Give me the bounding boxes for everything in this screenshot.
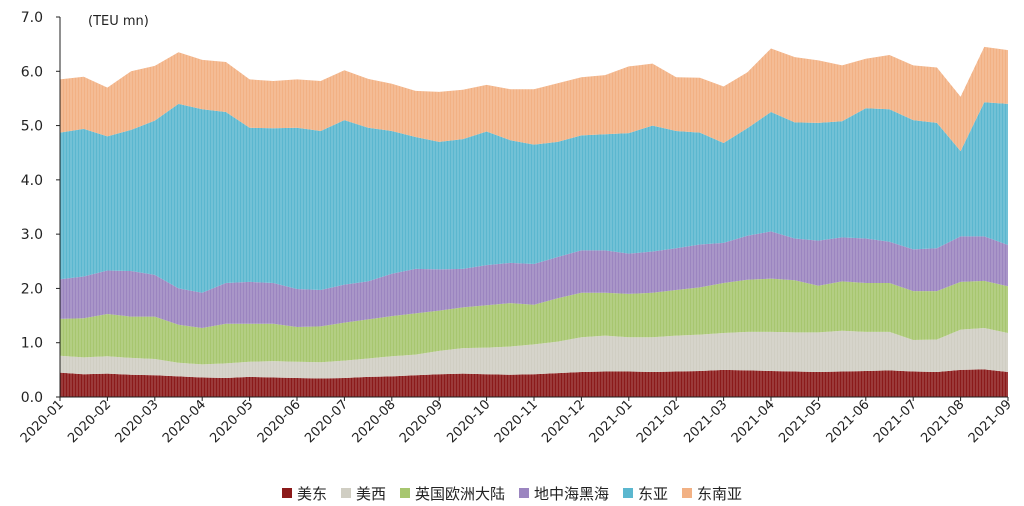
x-tick-label: 2021-02	[634, 397, 683, 446]
x-tick-label: 2020-05	[207, 397, 256, 446]
legend-item-4: 东亚	[623, 483, 668, 504]
x-tick-label: 2021-09	[966, 397, 1015, 446]
chart-plot-area	[60, 46, 1008, 397]
bar-texture	[61, 47, 1008, 397]
legend-label: 东南亚	[697, 484, 743, 503]
series-area-4	[60, 102, 1008, 293]
x-tick-label: 2020-10	[444, 397, 493, 446]
legend-swatch	[340, 488, 351, 498]
legend-swatch	[682, 488, 693, 498]
x-tick-label: 2021-08	[918, 397, 967, 446]
legend-label: 地中海黑海	[534, 484, 610, 503]
x-tick-label: 2021-05	[776, 397, 825, 446]
legend-swatch	[281, 488, 292, 498]
legend-label: 英国欧洲大陆	[414, 484, 505, 503]
y-tick-label: 3.0	[21, 227, 43, 243]
legend-item-2: 英国欧洲大陆	[399, 483, 505, 504]
series-area-1	[60, 328, 1008, 379]
legend-label: 东亚	[638, 484, 669, 503]
legend-item-1: 美西	[340, 483, 386, 504]
unit-label: (TEU mn)	[88, 14, 149, 29]
x-tick-label: 2021-04	[729, 397, 778, 446]
y-tick-label: 0.0	[21, 390, 43, 406]
y-tick-label: 6.0	[21, 64, 43, 80]
x-tick-label: 2021-01	[587, 397, 636, 446]
x-tick-label: 2020-02	[65, 397, 114, 446]
y-tick-label: 2.0	[21, 281, 43, 297]
chart-legend: 美东 美西 英国欧洲大陆 地中海黑海 东亚 东南亚	[0, 482, 1024, 504]
y-tick-label: 5.0	[21, 119, 43, 135]
x-tick-label: 2020-12	[539, 397, 588, 446]
y-tick-label: 4.0	[21, 173, 43, 189]
x-tick-label: 2021-07	[871, 397, 920, 446]
x-tick-label: 2020-06	[255, 397, 304, 446]
legend-swatch	[519, 488, 529, 498]
x-tick-label: 2020-07	[302, 397, 351, 446]
x-tick-label: 2020-09	[397, 397, 446, 446]
x-tick-labels: 2020-012020-022020-032020-042020-052020-…	[18, 397, 1015, 446]
x-tick-label: 2020-11	[492, 397, 541, 446]
x-tick-label: 2020-04	[160, 397, 209, 446]
x-tick-label: 2020-03	[113, 397, 162, 446]
series-area-0	[60, 369, 1008, 397]
x-tick-label: 2020-08	[350, 397, 399, 446]
x-tick-label: 2021-03	[681, 397, 730, 446]
legend-label: 美东	[296, 484, 327, 503]
legend-item-3: 地中海黑海	[519, 483, 609, 504]
series-area-5	[60, 46, 1008, 152]
x-tick-label: 2021-06	[824, 397, 873, 446]
legend-item-0: 美东	[281, 483, 327, 504]
series-area-2	[60, 278, 1008, 365]
series-area-3	[60, 231, 1008, 329]
legend-label: 美西	[355, 484, 386, 503]
legend-item-5: 东南亚	[682, 483, 742, 504]
y-tick-label: 1.0	[21, 336, 43, 352]
y-tick-labels: 0.0 1.0 2.0 3.0 4.0 5.0 6.0 7.0	[21, 10, 60, 406]
y-tick-label: 7.0	[21, 10, 43, 26]
legend-swatch	[399, 488, 410, 498]
legend-swatch	[623, 488, 634, 498]
